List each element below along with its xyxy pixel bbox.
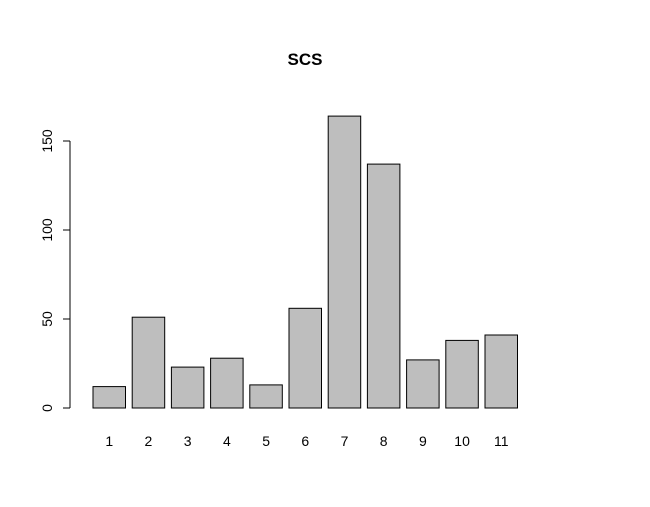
y-tick-label: 100 [39,218,55,242]
bar-8 [366,163,401,409]
x-tick-label: 6 [301,433,309,449]
bar-10 [445,339,479,409]
bars [92,115,518,409]
bar-2 [131,316,166,409]
x-tick-label: 11 [494,433,509,449]
bar-1 [92,386,126,409]
y-axis: 0 50 100 150 [39,129,71,412]
bar-3 [170,366,205,409]
x-tick-label: 2 [145,433,153,449]
bar-7 [327,115,362,409]
y-tick-label: 50 [39,311,55,327]
bar-11 [484,334,518,409]
x-axis-labels: 1 2 3 4 5 6 7 8 9 10 11 [105,433,508,449]
bar-6 [288,307,322,409]
bar-9 [406,359,440,409]
y-tick-label: 150 [39,129,55,153]
x-tick-label: 1 [105,433,113,449]
x-tick-label: 5 [262,433,270,449]
x-tick-label: 8 [380,433,388,449]
bar-5 [249,384,283,409]
x-tick-label: 4 [223,433,231,449]
x-tick-label: 10 [454,433,470,449]
chart-title: SCS [288,50,323,69]
x-tick-label: 3 [184,433,192,449]
y-tick-label: 0 [39,404,55,412]
bar-4 [210,357,244,409]
x-tick-label: 7 [341,433,349,449]
x-tick-label: 9 [419,433,427,449]
